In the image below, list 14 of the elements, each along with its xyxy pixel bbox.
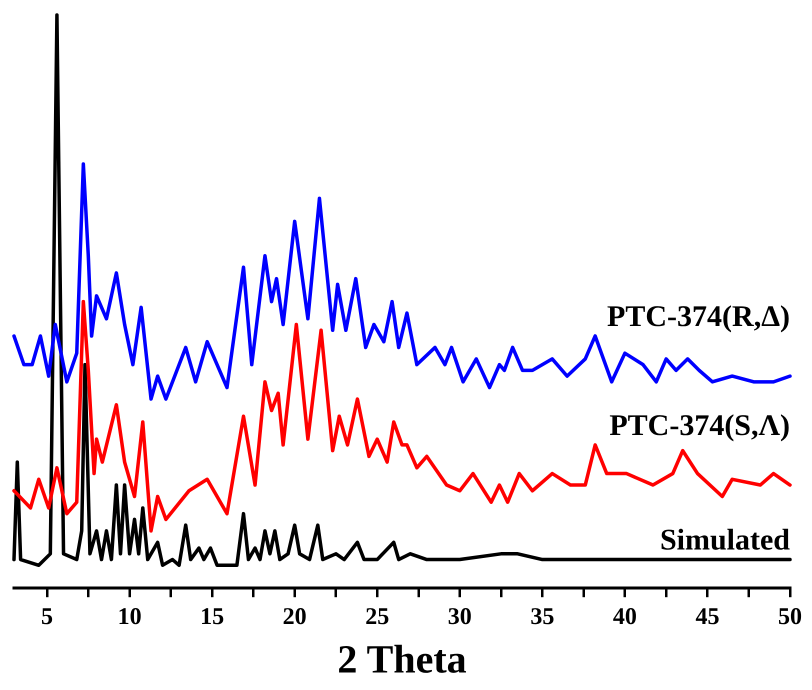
x-tick-label: 35 (530, 604, 554, 630)
x-tick-label: 25 (365, 604, 390, 630)
x-tick-label: 40 (612, 604, 637, 630)
x-tick-label: 45 (695, 604, 720, 630)
x-axis-title: 2 Theta (337, 636, 467, 682)
series-label: PTC-374(R,Δ) (607, 300, 790, 333)
x-tick-label: 20 (282, 604, 307, 630)
x-tick-label: 30 (448, 604, 472, 630)
series-label: Simulated (660, 524, 790, 557)
series-label: PTC-374(S,Λ) (609, 408, 790, 442)
x-tick-label: 10 (118, 604, 142, 630)
x-tick-label: 5 (41, 604, 54, 630)
x-tick-label: 15 (200, 604, 224, 630)
x-tick-label: 50 (778, 604, 802, 630)
